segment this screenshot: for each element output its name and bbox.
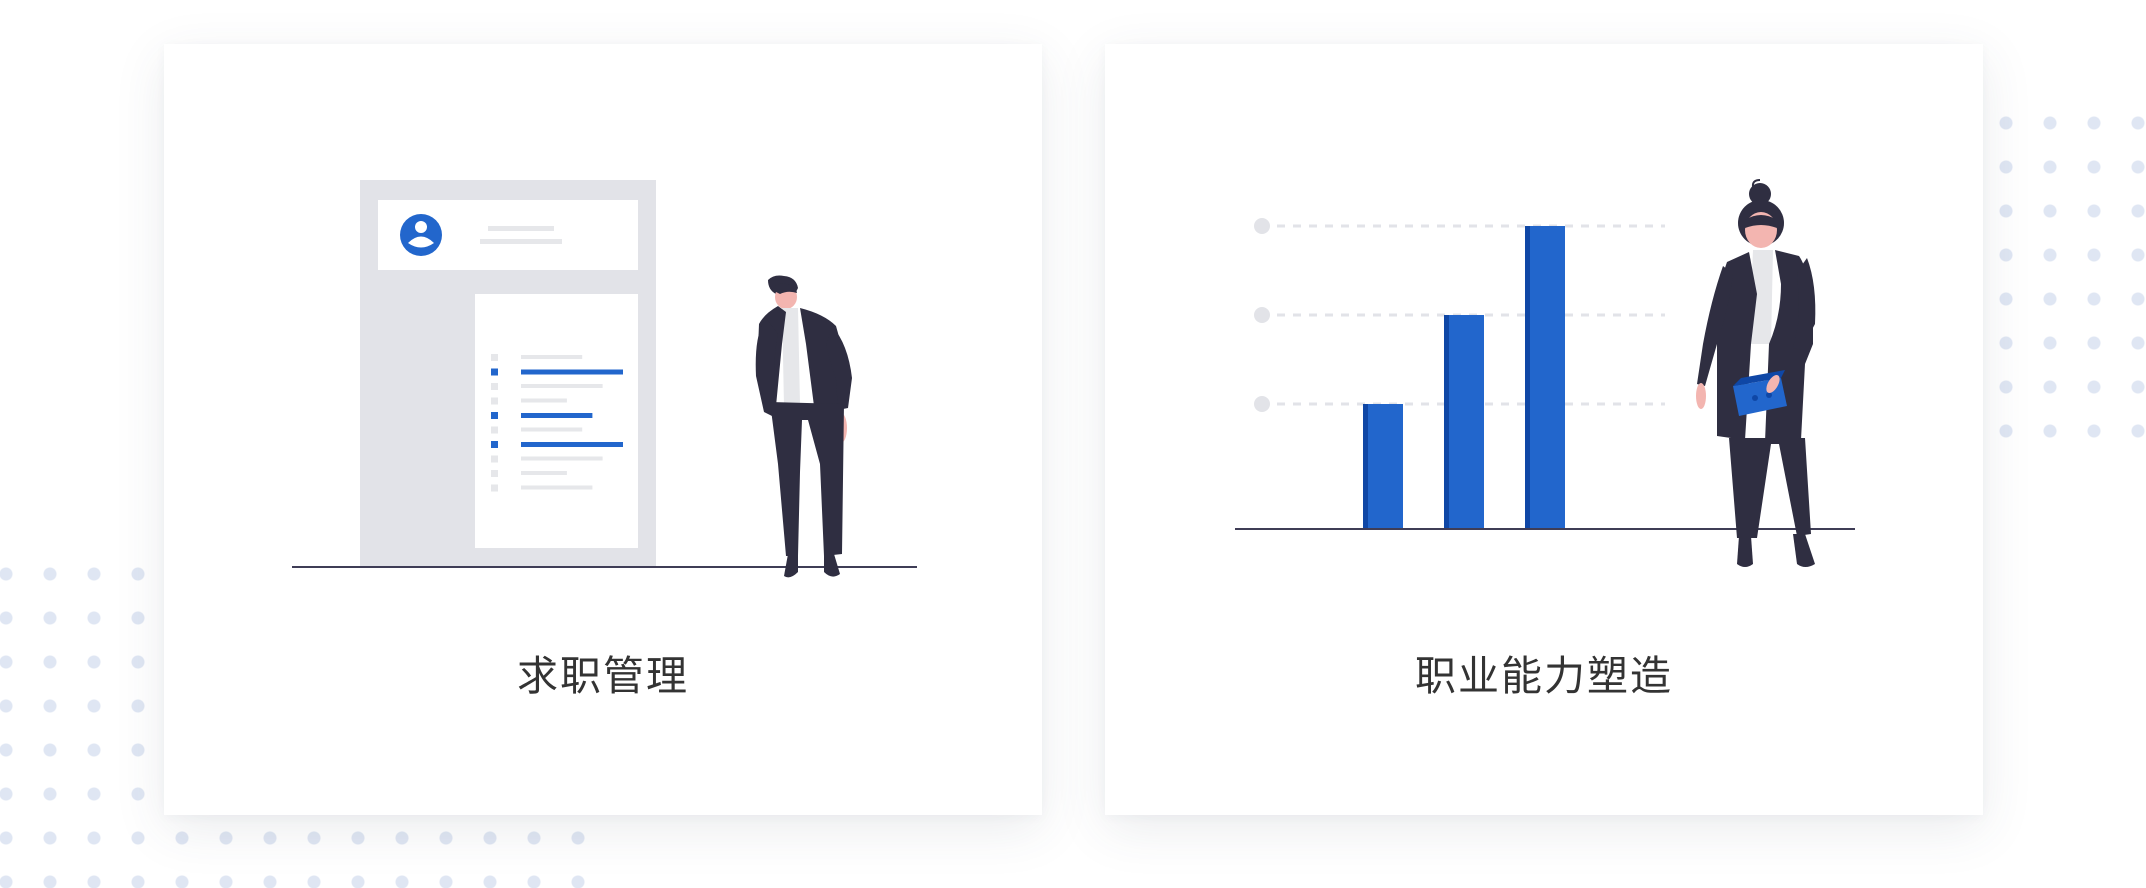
- resume-row-bullet: [491, 383, 498, 390]
- growth-bar: [1444, 315, 1484, 529]
- growth-bar-edge: [1525, 226, 1530, 529]
- resume-row-bullet: [491, 484, 498, 492]
- growth-bar-edge: [1363, 404, 1368, 529]
- resume-row-line: [521, 398, 567, 403]
- resume-row-line: [521, 413, 593, 418]
- growth-bar-chart-illustration: [1235, 179, 1855, 567]
- resume-row-bullet: [491, 397, 498, 405]
- resume-row-line: [521, 355, 583, 359]
- resume-row-bullet: [491, 470, 498, 477]
- resume-row-bullet: [491, 368, 498, 376]
- standing-woman-figure: [1696, 179, 1816, 567]
- decorative-dot-pattern-bottom: [0, 816, 600, 888]
- job-management-card[interactable]: 求职管理: [164, 44, 1042, 815]
- decorative-dot-pattern-right: [1984, 101, 2146, 453]
- growth-bar-edge: [1444, 315, 1449, 529]
- resume-row-bullet: [491, 412, 498, 419]
- growth-bars: [1363, 226, 1565, 529]
- decorative-dot-pattern-left: [0, 552, 160, 816]
- resume-row-bullet: [491, 455, 498, 463]
- resume-row-line: [521, 485, 593, 490]
- standing-man-figure: [755, 275, 852, 578]
- resume-row-bullet: [491, 441, 498, 448]
- resume-row-line: [521, 384, 603, 388]
- resume-row-line: [521, 456, 603, 461]
- resume-document-illustration: [292, 180, 917, 578]
- resume-rows: [491, 354, 623, 492]
- resume-row-bullet: [491, 426, 498, 434]
- avatar-icon: [400, 214, 442, 256]
- resume-row-line: [521, 442, 623, 447]
- resume-row-bullet: [491, 354, 498, 361]
- resume-row-line: [521, 471, 567, 475]
- growth-bar: [1363, 404, 1403, 529]
- resume-row-line: [521, 369, 623, 375]
- card-title: 职业能力塑造: [1415, 652, 1673, 700]
- resume-row-line: [521, 427, 583, 432]
- career-skills-card[interactable]: 职业能力塑造: [1105, 44, 1983, 815]
- card-title: 求职管理: [517, 652, 689, 700]
- growth-bar: [1525, 226, 1565, 529]
- resume-page: [475, 294, 638, 548]
